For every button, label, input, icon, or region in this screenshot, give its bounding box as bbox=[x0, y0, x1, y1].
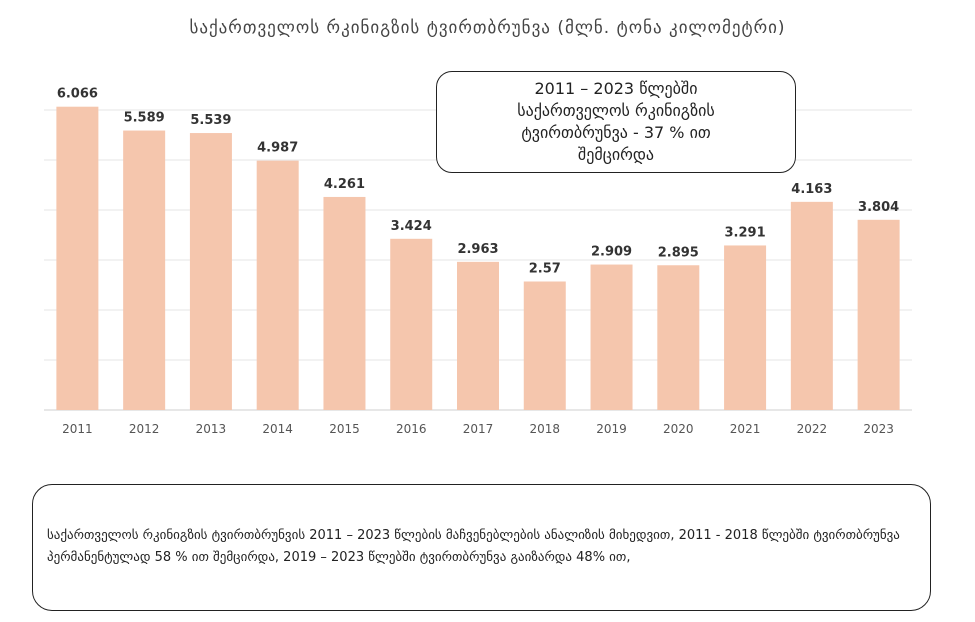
x-tick-label-2014: 2014 bbox=[262, 422, 293, 436]
x-tick-label-2018: 2018 bbox=[529, 422, 560, 436]
bar-2022 bbox=[790, 201, 833, 410]
data-label-2018: 2.57 bbox=[529, 262, 561, 277]
callout-line-1: 2011 – 2023 წლებში bbox=[534, 79, 698, 98]
bar-2019 bbox=[590, 264, 633, 410]
bar-2012 bbox=[123, 130, 166, 411]
data-label-2017: 2.963 bbox=[457, 242, 498, 257]
x-tick-label-2019: 2019 bbox=[596, 422, 627, 436]
data-label-2015: 4.261 bbox=[324, 177, 365, 192]
bar-2015 bbox=[323, 196, 366, 410]
bar-2016 bbox=[390, 238, 433, 410]
x-tick-label-2012: 2012 bbox=[129, 422, 160, 436]
bar-2023 bbox=[857, 219, 900, 410]
data-label-2011: 6.066 bbox=[57, 87, 98, 102]
bar-2013 bbox=[189, 133, 232, 411]
data-label-2020: 2.895 bbox=[658, 245, 699, 260]
x-tick-label-2011: 2011 bbox=[62, 422, 93, 436]
x-tick-label-2023: 2023 bbox=[863, 422, 894, 436]
x-tick-label-2021: 2021 bbox=[730, 422, 761, 436]
x-tick-label-2013: 2013 bbox=[196, 422, 227, 436]
data-label-2022: 4.163 bbox=[791, 182, 832, 197]
x-tick-label-2017: 2017 bbox=[463, 422, 494, 436]
data-label-2023: 3.804 bbox=[858, 200, 899, 215]
callout-line-3: ტვირთბრუნვა - 37 % ით bbox=[521, 123, 711, 142]
x-tick-label-2022: 2022 bbox=[797, 422, 828, 436]
data-label-2012: 5.589 bbox=[124, 111, 165, 126]
data-label-2016: 3.424 bbox=[391, 219, 432, 234]
bar-2011 bbox=[56, 106, 99, 410]
data-label-2019: 2.909 bbox=[591, 245, 632, 260]
summary-callout: 2011 – 2023 წლებში საქართველოს რკინიგზის… bbox=[436, 71, 796, 173]
bar-2018 bbox=[523, 281, 566, 410]
bar-2021 bbox=[724, 245, 767, 410]
callout-line-4: შემცირდა bbox=[577, 145, 655, 164]
x-tick-label-2020: 2020 bbox=[663, 422, 694, 436]
analysis-note-box: საქართველოს რკინიგზის ტვირთბრუნვის 2011 … bbox=[32, 484, 931, 611]
bar-2020 bbox=[657, 265, 700, 410]
analysis-note-text: საქართველოს რკინიგზის ტვირთბრუნვის 2011 … bbox=[47, 528, 900, 565]
chart-title: საქართველოს რკინიგზის ტვირთბრუნვა (მლნ. … bbox=[189, 18, 786, 38]
data-label-2013: 5.539 bbox=[190, 113, 231, 128]
x-tick-label-2016: 2016 bbox=[396, 422, 427, 436]
callout-line-2: საქართველოს რკინიგზის bbox=[517, 101, 715, 120]
bar-2014 bbox=[256, 160, 299, 410]
data-label-2014: 4.987 bbox=[257, 141, 298, 156]
data-label-2021: 3.291 bbox=[725, 225, 766, 240]
bar-2017 bbox=[457, 261, 499, 410]
x-tick-label-2015: 2015 bbox=[329, 422, 360, 436]
bar-chart: 6.066 2011 5.589 2012 5.539 2013 4.987 2014 4.26… bbox=[44, 87, 912, 436]
